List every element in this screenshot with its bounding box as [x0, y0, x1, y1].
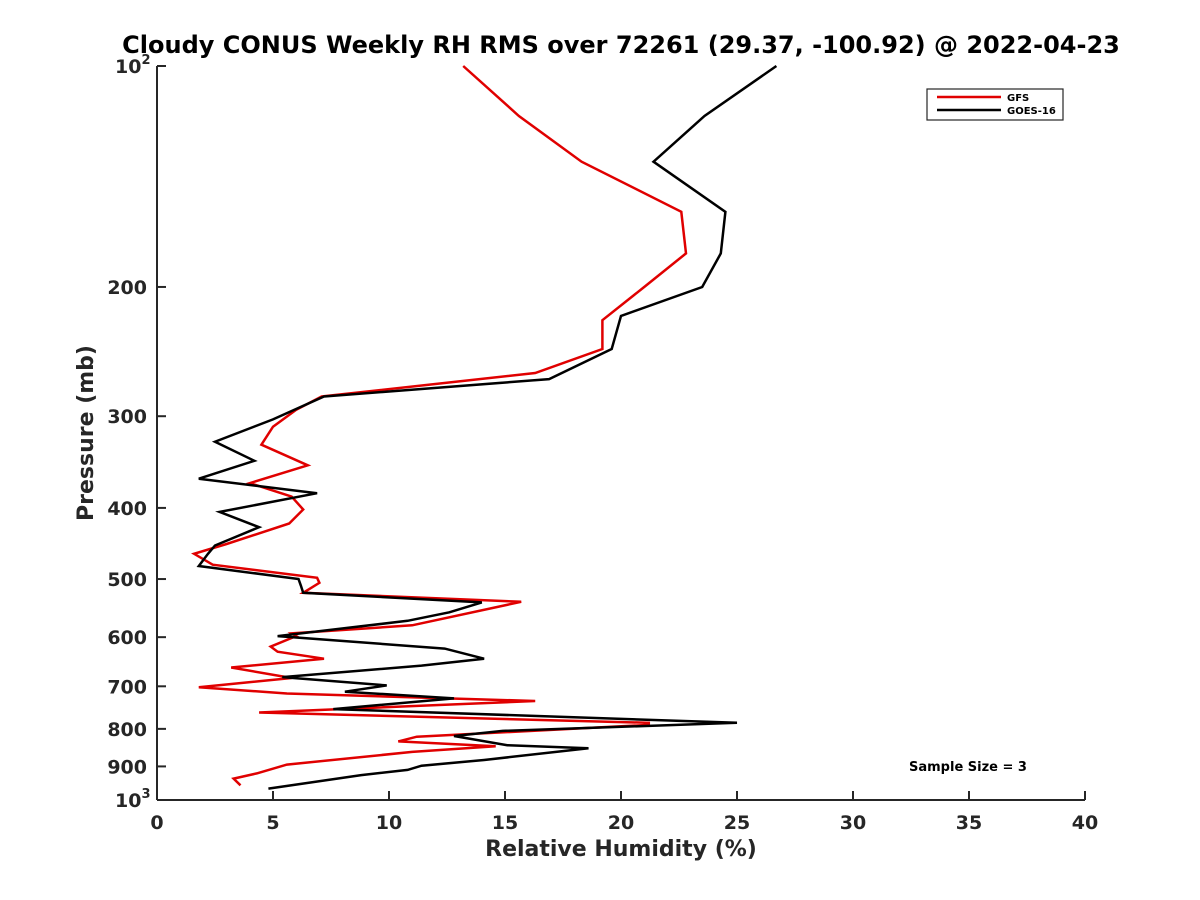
series-layer — [190, 64, 778, 790]
legend: GFS GOES-16 — [926, 88, 1064, 121]
chart-title: Cloudy CONUS Weekly RH RMS over 72261 (2… — [122, 31, 1120, 59]
x-tick-label: 15 — [492, 812, 518, 834]
legend-label-gfs: GFS — [1007, 93, 1029, 104]
y-tick-label: 102 — [115, 53, 151, 78]
y-tick-label: 900 — [107, 756, 147, 778]
axes-layer — [156, 66, 1085, 801]
sample-size-annotation: Sample Size = 3 — [909, 760, 1027, 775]
x-tick-label: 40 — [1072, 812, 1098, 834]
x-tick-label: 35 — [956, 812, 982, 834]
x-ticks: 0 5 10 15 20 25 30 35 40 — [150, 791, 1098, 834]
x-tick-label: 5 — [266, 812, 279, 834]
legend-box — [926, 88, 1064, 121]
x-tick-label: 0 — [150, 812, 163, 834]
y-ticks: 102 200 300 400 500 600 700 800 900 103 — [107, 53, 166, 812]
x-tick-label: 25 — [724, 812, 750, 834]
y-tick-label: 200 — [107, 277, 147, 299]
y-tick-label: 400 — [107, 498, 147, 520]
y-tick-label: 700 — [107, 676, 147, 698]
y-tick-label: 103 — [115, 787, 151, 812]
x-tick-label: 30 — [840, 812, 866, 834]
legend-label-goes16: GOES-16 — [1007, 106, 1056, 117]
series-line-gfs — [190, 65, 688, 787]
series-line-goes16 — [196, 64, 778, 790]
y-tick-label: 500 — [107, 569, 147, 591]
y-tick-label: 300 — [107, 406, 147, 428]
y-axis-label: Pressure (mb) — [74, 345, 99, 521]
y-tick-label: 600 — [107, 627, 147, 649]
x-tick-label: 10 — [376, 812, 402, 834]
y-tick-label: 800 — [107, 719, 147, 741]
x-axis-label: Relative Humidity (%) — [485, 837, 757, 862]
x-tick-label: 20 — [608, 812, 634, 834]
